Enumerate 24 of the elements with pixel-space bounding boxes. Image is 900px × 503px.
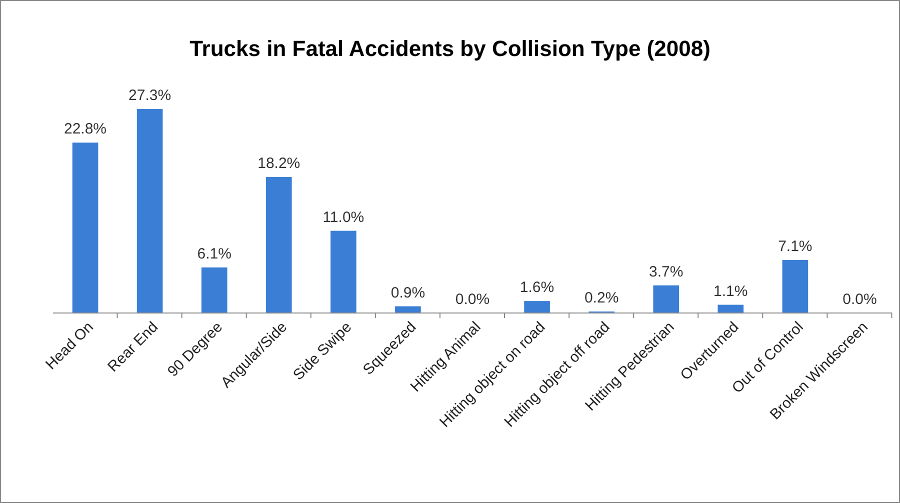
bar — [718, 304, 744, 313]
data-label: 0.9% — [390, 284, 426, 302]
data-label: 27.3% — [128, 87, 172, 104]
data-label: 22.8% — [64, 120, 107, 138]
bar — [266, 177, 292, 313]
data-label: 6.1% — [197, 245, 232, 262]
chart-title: Trucks in Fatal Accidents by Collision Type (2008) — [190, 36, 710, 61]
bar — [136, 109, 163, 313]
data-label: 11.0% — [322, 208, 364, 226]
bar — [782, 260, 808, 313]
bar — [524, 301, 550, 313]
bar — [72, 142, 98, 313]
data-label: 0.0% — [455, 291, 490, 308]
data-label: 1.1% — [714, 282, 748, 300]
data-label: 3.7% — [649, 263, 684, 280]
data-label: 0.2% — [584, 290, 619, 307]
bar — [653, 285, 680, 313]
bar — [201, 267, 228, 313]
data-label: 7.1% — [778, 238, 812, 255]
data-label: 0.0% — [842, 291, 877, 308]
data-label: 18.2% — [258, 155, 300, 172]
bar — [330, 230, 356, 313]
data-label: 1.6% — [520, 279, 554, 296]
bar — [395, 306, 421, 313]
